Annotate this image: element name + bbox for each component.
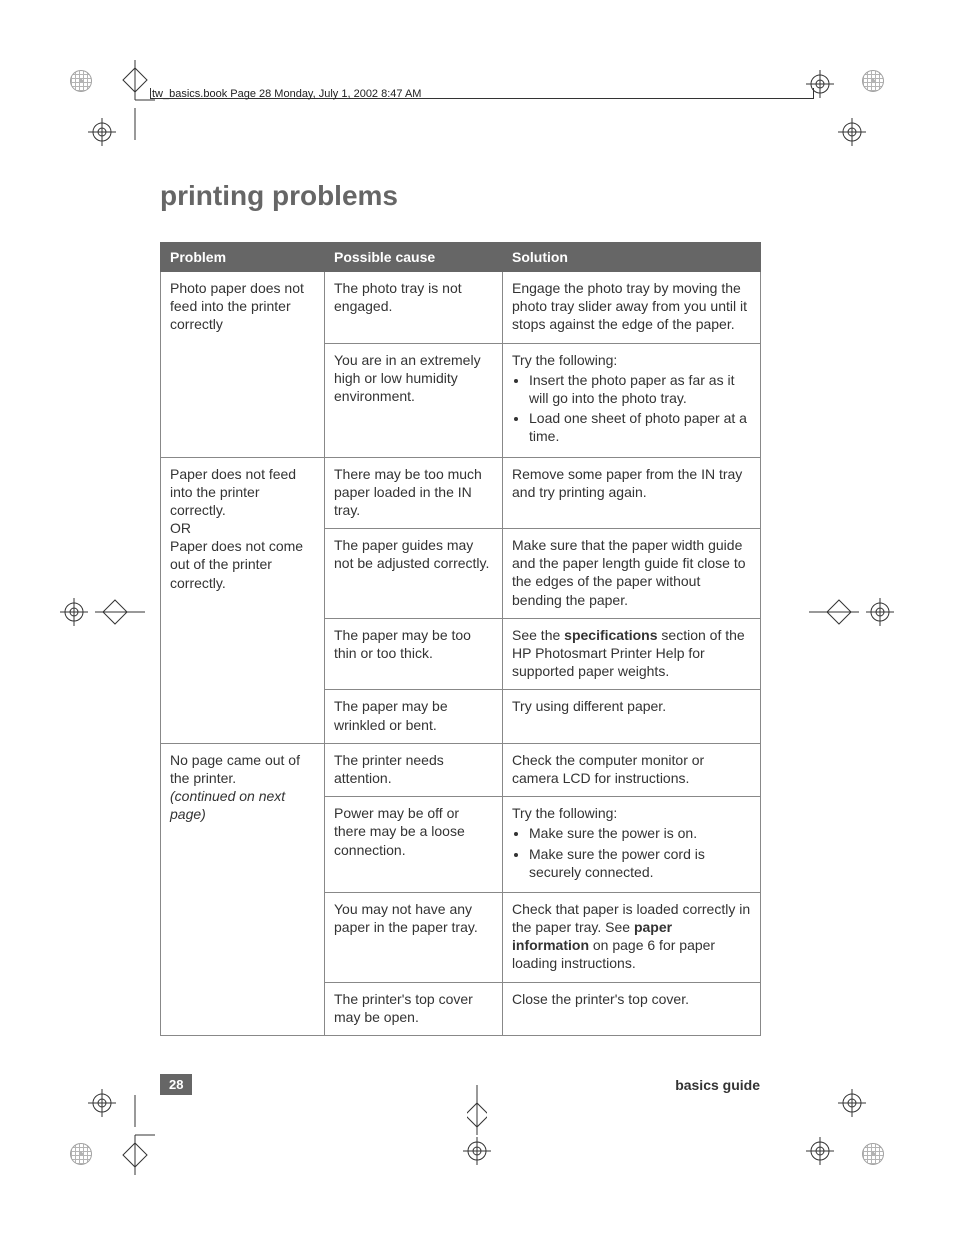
problem-text-2: Paper does not come out of the printer c…	[170, 538, 303, 590]
solution-cell: Check that paper is loaded correctly in …	[503, 892, 761, 982]
solution-list-item: Insert the photo paper as far as it will…	[529, 371, 751, 407]
problem-continued: (continued on next page)	[170, 788, 285, 822]
cause-cell: The printer needs attention.	[325, 743, 503, 796]
problem-or: OR	[170, 520, 191, 536]
cause-cell: You are in an extremely high or low humi…	[325, 343, 503, 457]
solution-intro: Try the following:	[512, 352, 617, 368]
problem-text: No page came out of the printer.	[170, 752, 300, 786]
solution-cell: Engage the photo tray by moving the phot…	[503, 272, 761, 344]
solution-cell: See the specifications section of the HP…	[503, 618, 761, 690]
problem-cell: Photo paper does not feed into the print…	[161, 272, 325, 458]
cause-cell: There may be too much paper loaded in th…	[325, 457, 503, 529]
registration-mark-icon	[463, 1137, 491, 1165]
reg-globe-icon	[70, 1143, 92, 1165]
cause-cell: The paper may be wrinkled or bent.	[325, 690, 503, 743]
table-row: No page came out of the printer. (contin…	[161, 743, 761, 796]
registration-mark-icon	[806, 1137, 834, 1165]
page-number: 28	[160, 1074, 192, 1095]
registration-mark-icon	[88, 1089, 116, 1117]
table-row: Photo paper does not feed into the print…	[161, 272, 761, 344]
solution-cell: Make sure that the paper width guide and…	[503, 529, 761, 619]
registration-mark-icon	[88, 118, 116, 146]
crop-mark-icon	[115, 60, 155, 140]
cause-cell: The paper may be too thin or too thick.	[325, 618, 503, 690]
col-cause: Possible cause	[325, 243, 503, 272]
registration-mark-icon	[60, 598, 88, 626]
solution-cell: Try using different paper.	[503, 690, 761, 743]
reg-globe-icon	[862, 1143, 884, 1165]
solution-list-item: Make sure the power is on.	[529, 824, 751, 842]
registration-mark-icon	[838, 118, 866, 146]
solution-cell: Try the following: Insert the photo pape…	[503, 343, 761, 457]
col-problem: Problem	[161, 243, 325, 272]
table-row: Paper does not feed into the printer cor…	[161, 457, 761, 529]
crop-line-icon	[467, 1085, 487, 1135]
solution-cell: Close the printer's top cover.	[503, 982, 761, 1035]
guide-label: basics guide	[675, 1077, 760, 1093]
solution-list: Insert the photo paper as far as it will…	[512, 371, 751, 446]
registration-mark-icon	[838, 1089, 866, 1117]
cause-cell: Power may be off or there may be a loose…	[325, 797, 503, 893]
solution-list-item: Load one sheet of photo paper at a time.	[529, 409, 751, 445]
problem-cell: No page came out of the printer. (contin…	[161, 743, 325, 1035]
solution-list-item: Make sure the power cord is securely con…	[529, 845, 751, 881]
header-rule	[150, 98, 814, 99]
cause-cell: The photo tray is not engaged.	[325, 272, 503, 344]
cause-cell: The paper guides may not be adjusted cor…	[325, 529, 503, 619]
crop-mark-icon	[115, 1095, 155, 1175]
reg-globe-icon	[862, 70, 884, 92]
solution-cell: Try the following: Make sure the power i…	[503, 797, 761, 893]
problem-cell: Paper does not feed into the printer cor…	[161, 457, 325, 743]
cause-cell: You may not have any paper in the paper …	[325, 892, 503, 982]
solution-cell: Remove some paper from the IN tray and t…	[503, 457, 761, 529]
solution-cell: Check the computer monitor or camera LCD…	[503, 743, 761, 796]
cause-cell: The printer's top cover may be open.	[325, 982, 503, 1035]
troubleshooting-table: Problem Possible cause Solution Photo pa…	[160, 242, 761, 1036]
solution-intro: Try the following:	[512, 805, 617, 821]
col-solution: Solution	[503, 243, 761, 272]
page-footer: 28 basics guide	[160, 1074, 760, 1095]
crop-line-icon	[809, 598, 859, 626]
problem-text: Paper does not feed into the printer cor…	[170, 466, 296, 518]
problem-text: Photo paper does not feed into the print…	[170, 280, 304, 332]
registration-mark-icon	[806, 70, 834, 98]
registration-mark-icon	[866, 598, 894, 626]
crop-line-icon	[95, 598, 145, 626]
table-header-row: Problem Possible cause Solution	[161, 243, 761, 272]
solution-list: Make sure the power is on. Make sure the…	[512, 824, 751, 881]
reg-globe-icon	[70, 70, 92, 92]
page-heading: printing problems	[160, 180, 760, 212]
